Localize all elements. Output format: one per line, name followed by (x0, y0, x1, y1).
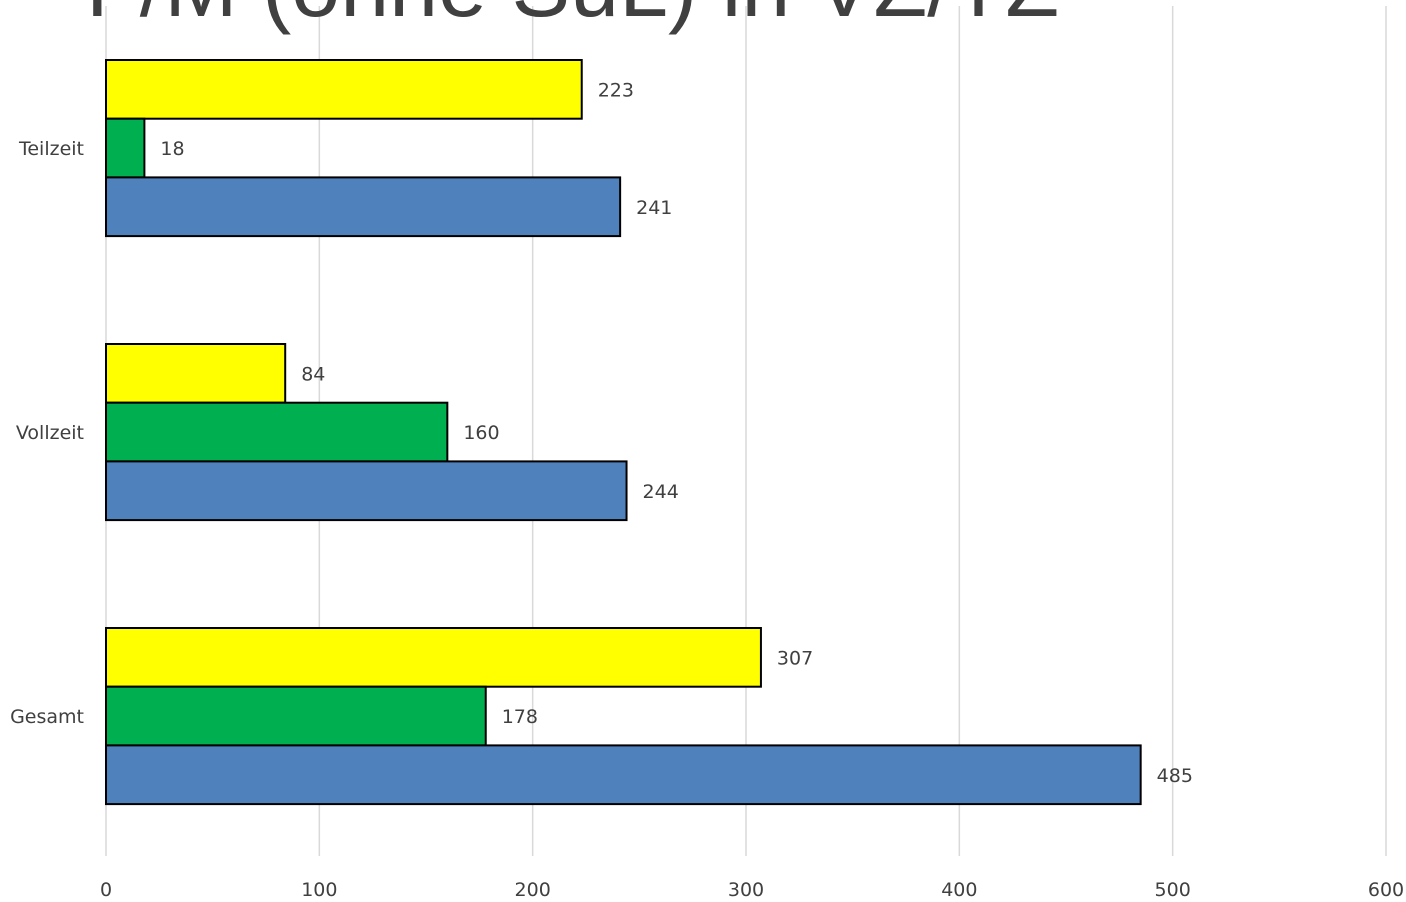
x-tick-label-100: 100 (301, 879, 337, 901)
bar-vollzeit-3 (105, 460, 628, 522)
x-tick-label-0: 0 (100, 879, 112, 901)
bar-teilzeit-3 (105, 176, 622, 238)
data-label-gesamt-1: 307 (777, 647, 813, 669)
category-label-vollzeit: Vollzeit (16, 422, 84, 444)
category-label-gesamt: Gesamt (10, 706, 84, 728)
data-label-teilzeit-3: 241 (636, 197, 672, 219)
bars (105, 59, 1142, 806)
bar-gesamt-2 (105, 685, 487, 747)
x-tick-label-600: 600 (1368, 879, 1404, 901)
bar-teilzeit-2 (105, 117, 146, 179)
data-label-vollzeit-2: 160 (463, 422, 499, 444)
bar-vollzeit-1 (105, 343, 287, 404)
axes: 0 100 200 300 400 500 600 Teilzeit Vollzeit Gesam… (10, 138, 1404, 901)
category-label-teilzeit: Teilzeit (18, 138, 84, 160)
data-label-gesamt-2: 178 (502, 706, 538, 728)
data-labels: 223 18 241 84 160 244 307 178 485 (160, 79, 1193, 786)
chart-title: F/M (ohne SuL) in VZ/TZ (86, 0, 1059, 35)
x-tick-label-300: 300 (728, 879, 764, 901)
data-label-gesamt-3: 485 (1157, 765, 1193, 787)
data-label-vollzeit-1: 84 (301, 363, 325, 385)
x-tick-label-500: 500 (1155, 879, 1191, 901)
data-label-vollzeit-3: 244 (643, 481, 679, 503)
bar-teilzeit-1 (105, 59, 583, 120)
bar-gesamt-1 (105, 627, 762, 688)
x-tick-label-400: 400 (941, 879, 977, 901)
bar-vollzeit-2 (105, 401, 449, 463)
bar-gesamt-3 (105, 744, 1142, 806)
data-label-teilzeit-2: 18 (160, 138, 184, 160)
data-label-teilzeit-1: 223 (598, 79, 634, 101)
grid-lines (105, 6, 1387, 856)
x-tick-label-200: 200 (515, 879, 551, 901)
